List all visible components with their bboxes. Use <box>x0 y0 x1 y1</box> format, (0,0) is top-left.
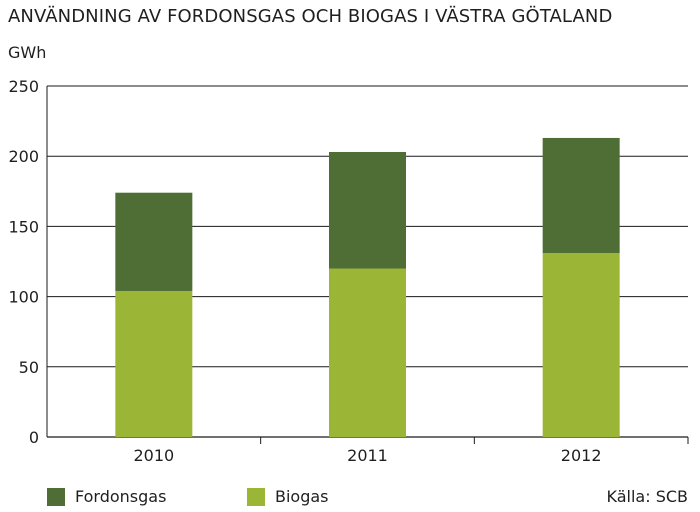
y-tick-label: 250 <box>8 77 39 96</box>
y-tick-label: 0 <box>29 428 39 447</box>
source-note: Källa: SCB <box>606 487 689 506</box>
legend-item-fordonsgas: Fordonsgas <box>47 487 166 506</box>
bar-biogas-2012 <box>542 253 620 437</box>
y-tick-label: 100 <box>8 288 39 307</box>
bar-fordonsgas-2012 <box>542 137 620 254</box>
y-axis-unit-label: GWh <box>8 43 47 62</box>
legend-item-biogas: Biogas <box>247 487 329 506</box>
legend-label-fordonsgas: Fordonsgas <box>75 487 167 506</box>
x-tick-label: 2011 <box>347 446 388 465</box>
x-tick-label: 2010 <box>133 446 174 465</box>
legend-swatch-fordonsgas <box>47 487 65 506</box>
y-tick-label: 50 <box>19 358 39 377</box>
y-tick-label: 150 <box>8 217 39 236</box>
bar-fordonsgas-2011 <box>329 151 406 269</box>
bar-biogas-2011 <box>329 268 406 437</box>
bar-chart: 0 50 100 150 200 250 2010 2011 2012 <box>8 77 689 465</box>
x-tick-label: 2012 <box>561 446 602 465</box>
y-tick-label: 200 <box>8 147 39 166</box>
bar-fordonsgas-2010 <box>115 192 193 291</box>
chart-title: ANVÄNDNING AV FORDONSGAS OCH BIOGAS I VÄ… <box>8 6 613 27</box>
legend-swatch-biogas <box>247 487 265 506</box>
bar-biogas-2010 <box>115 290 193 437</box>
legend-label-biogas: Biogas <box>275 487 329 506</box>
